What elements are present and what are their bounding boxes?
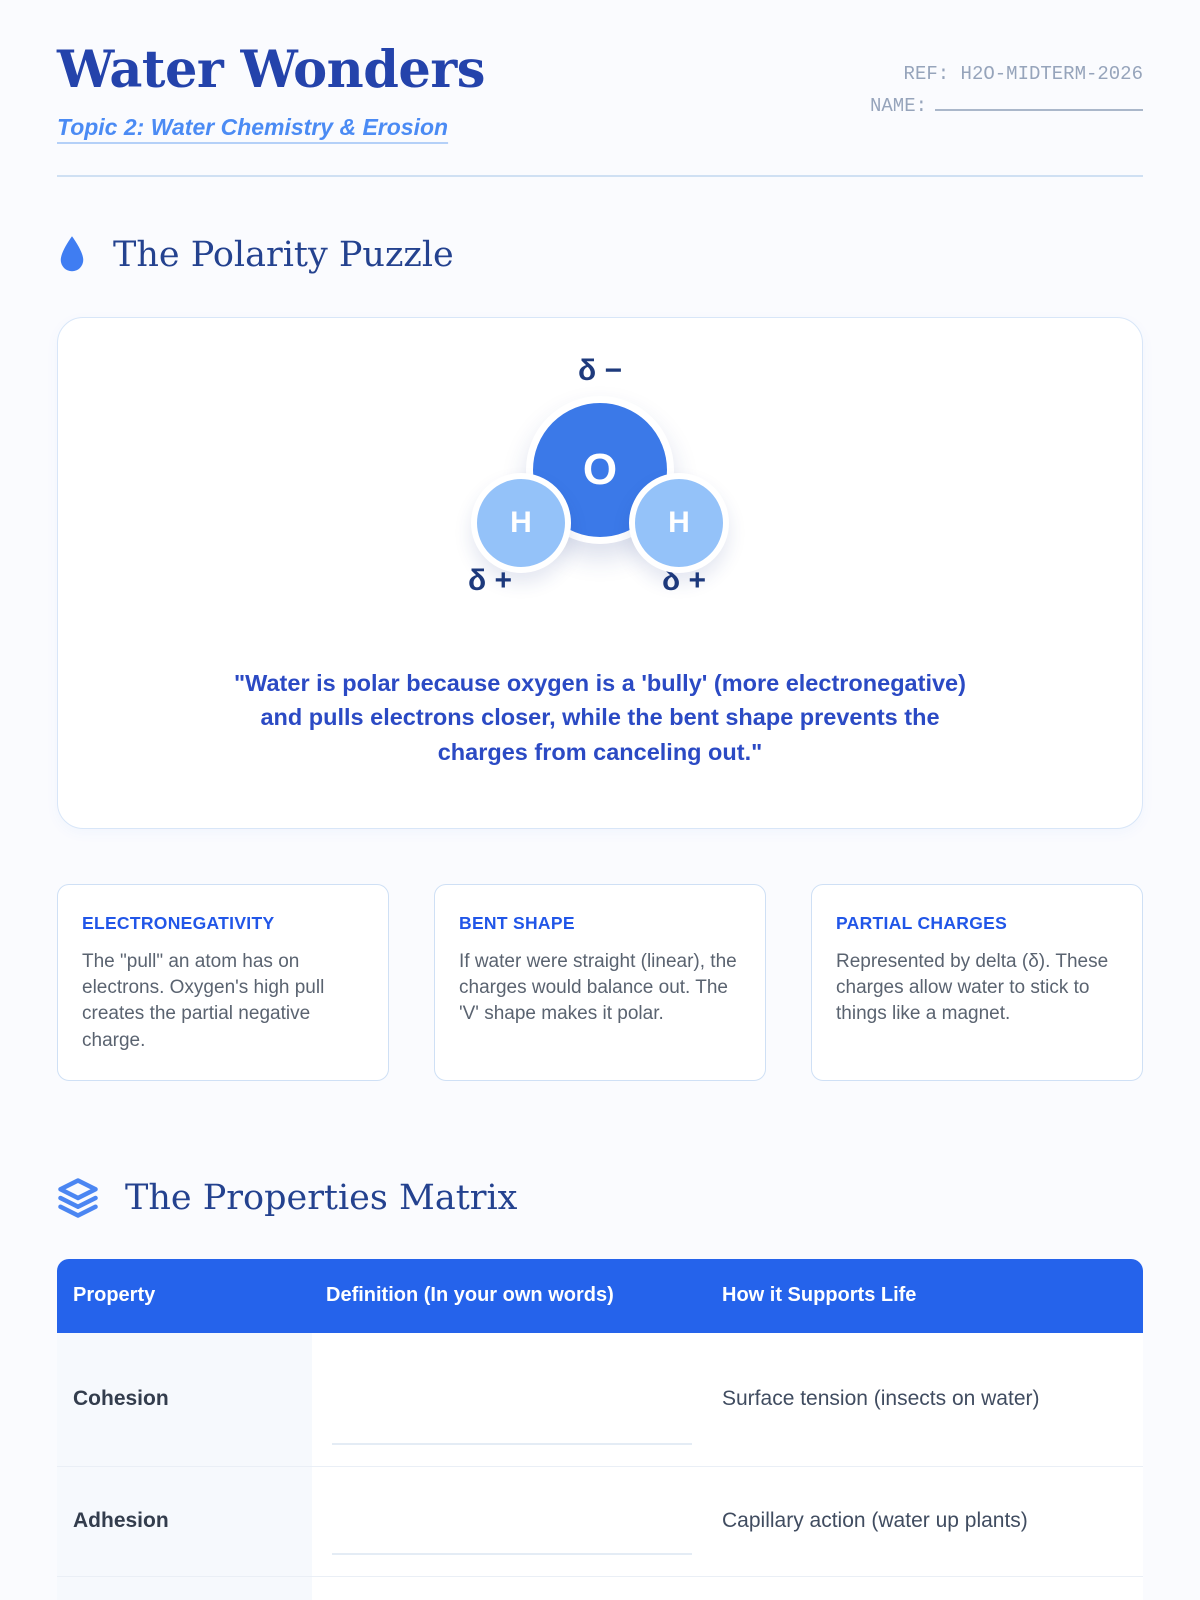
cell-definition-blank[interactable] — [312, 1577, 700, 1600]
header-left: Water Wonders Topic 2: Water Chemistry &… — [57, 40, 485, 141]
polarity-card: δ − O H H δ + δ + "Water is polar becaus… — [57, 316, 1143, 829]
column-header-support: How it Supports Life — [722, 1284, 917, 1307]
concept-cards-row: ELECTRONEGATIVITY The "pull" an atom has… — [57, 883, 1143, 1081]
polarity-section-heading: The Polarity Puzzle — [57, 235, 1143, 275]
cell-property — [57, 1576, 312, 1600]
concept-card-body: The "pull" an atom has on electrons. Oxy… — [82, 950, 325, 1051]
header-meta: REF: H2O-MIDTERM-2026 NAME: — [870, 44, 1143, 123]
matrix-section-heading: The Properties Matrix — [57, 1177, 1143, 1219]
table-row: Cohesion Surface tension (insects on wat… — [57, 1332, 1143, 1467]
properties-matrix-table: Property Definition (In your own words) … — [57, 1258, 1143, 1600]
delta-negative-label: δ − — [577, 353, 623, 387]
header: Water Wonders Topic 2: Water Chemistry &… — [57, 40, 1143, 141]
column-header-definition: Definition (In your own words) — [326, 1284, 614, 1307]
concept-card-title: PARTIAL CHARGES — [836, 912, 1008, 933]
table-row: Adhesion Capillary action (water up plan… — [57, 1466, 1143, 1577]
table-header-row: Property Definition (In your own words) … — [57, 1258, 1143, 1333]
page-title: Water Wonders — [57, 40, 485, 100]
concept-card-electronegativity: ELECTRONEGATIVITY The "pull" an atom has… — [57, 883, 389, 1081]
matrix-section-title: The Properties Matrix — [125, 1177, 518, 1218]
cell-property: Cohesion — [57, 1332, 312, 1466]
definition-write-line[interactable] — [332, 1552, 692, 1555]
table-row-partial — [57, 1576, 1143, 1600]
name-row: NAME: — [870, 90, 1143, 122]
concept-card-body: Represented by delta (δ). These charges … — [836, 950, 1109, 1025]
concept-card-bent-shape: BENT SHAPE If water were straight (linea… — [434, 883, 766, 1081]
cell-support — [700, 1577, 1143, 1600]
layers-icon — [57, 1177, 99, 1219]
column-header-property: Property — [73, 1284, 156, 1307]
concept-card-body: If water were straight (linear), the cha… — [459, 950, 737, 1025]
water-molecule-diagram: δ − O H H δ + δ + — [440, 354, 760, 620]
cell-support: Surface tension (insects on water) — [722, 1387, 1040, 1411]
cell-definition-blank[interactable] — [312, 1333, 700, 1466]
page-subtitle: Topic 2: Water Chemistry & Erosion — [57, 113, 449, 140]
water-droplet-icon — [57, 235, 87, 275]
polarity-section-title: The Polarity Puzzle — [113, 234, 454, 275]
header-divider — [57, 174, 1143, 177]
name-blank-field[interactable] — [935, 91, 1143, 112]
cell-property: Adhesion — [57, 1466, 312, 1576]
concept-card-title: BENT SHAPE — [459, 912, 575, 933]
cell-support: Capillary action (water up plants) — [722, 1509, 1028, 1533]
name-label: NAME: — [869, 95, 927, 118]
hydrogen-atom-right: H — [629, 472, 729, 573]
ref-code: REF: H2O-MIDTERM-2026 — [903, 63, 1143, 85]
concept-card-partial-charges: PARTIAL CHARGES Represented by delta (δ)… — [811, 883, 1143, 1081]
definition-write-line[interactable] — [332, 1442, 692, 1445]
polarity-quote: "Water is polar because oxygen is a 'bul… — [234, 669, 966, 766]
concept-card-title: ELECTRONEGATIVITY — [82, 912, 275, 933]
hydrogen-atom-left: H — [471, 472, 571, 573]
cell-definition-blank[interactable] — [312, 1467, 700, 1576]
table-body: Cohesion Surface tension (insects on wat… — [57, 1332, 1143, 1577]
